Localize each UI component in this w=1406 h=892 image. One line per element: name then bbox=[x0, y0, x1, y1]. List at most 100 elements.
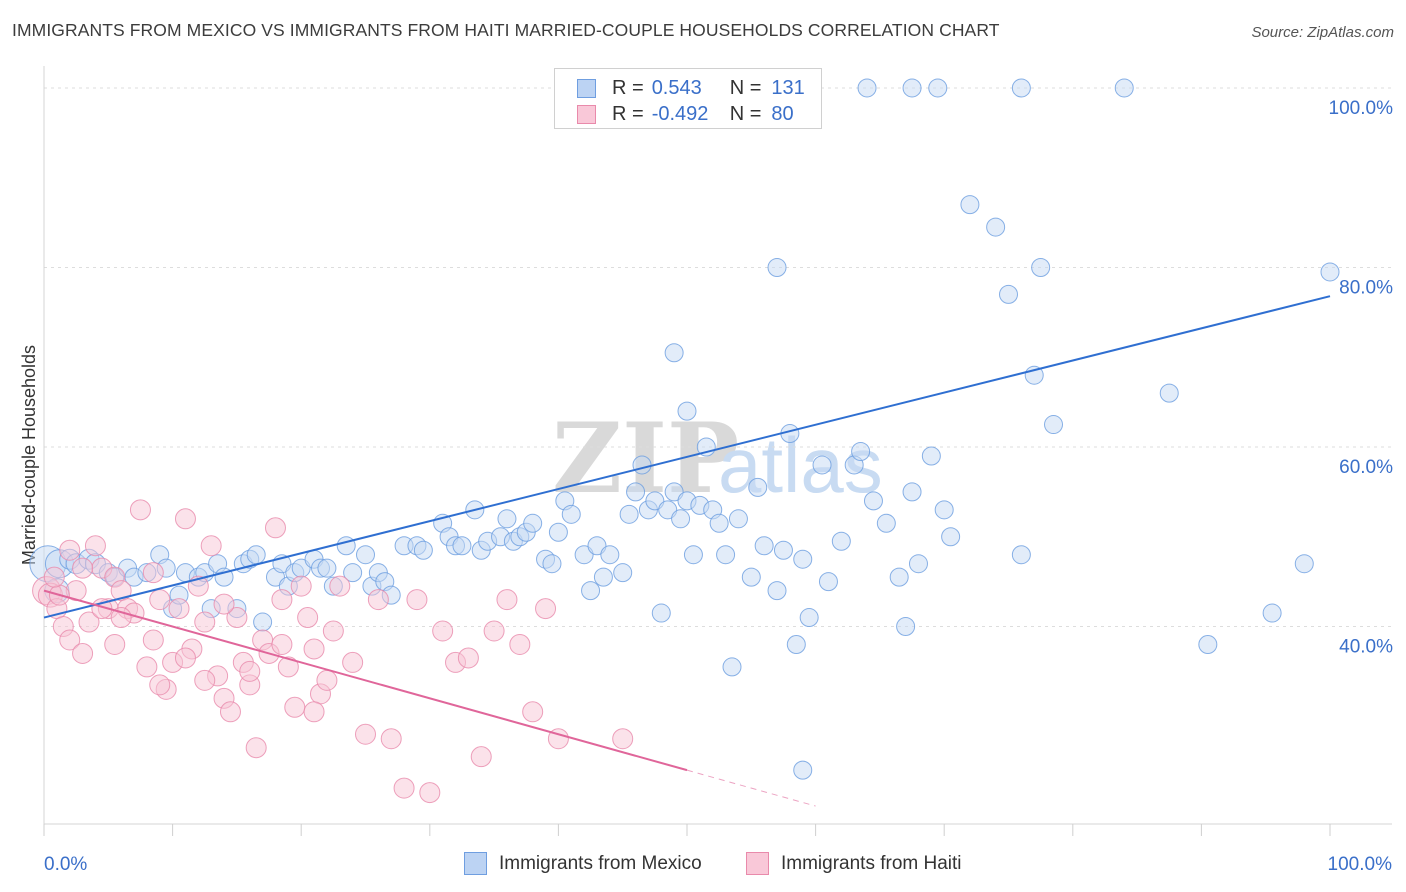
mexico-point bbox=[889, 567, 909, 587]
haiti-legend-label: Immigrants from Haiti bbox=[781, 852, 962, 874]
mexico-point bbox=[818, 572, 838, 592]
haiti-point bbox=[78, 611, 100, 633]
r-value: 0.543 bbox=[651, 76, 702, 99]
mexico-point bbox=[999, 284, 1018, 304]
haiti-point bbox=[129, 499, 151, 521]
haiti-point bbox=[522, 701, 544, 723]
haiti-point bbox=[612, 728, 634, 750]
mexico-point bbox=[896, 617, 916, 637]
mexico-point bbox=[1320, 262, 1340, 282]
haiti-point bbox=[483, 620, 505, 642]
mexico-point bbox=[934, 500, 954, 520]
x-tick-label: 100.0% bbox=[1328, 854, 1393, 875]
mexico-point bbox=[683, 545, 703, 565]
mexico-point bbox=[613, 563, 633, 583]
r-value: -0.492 bbox=[651, 102, 709, 125]
haiti-point bbox=[271, 589, 293, 611]
haiti-point bbox=[419, 782, 441, 804]
mexico-point bbox=[793, 549, 813, 569]
haiti-point bbox=[213, 593, 235, 615]
y-axis-title: Married-couple Households bbox=[19, 345, 39, 565]
haiti-point bbox=[303, 638, 325, 660]
haiti-point bbox=[149, 674, 171, 696]
haiti-point bbox=[432, 620, 454, 642]
mexico-point bbox=[1294, 554, 1314, 574]
haiti-point bbox=[509, 633, 531, 655]
haiti-point bbox=[329, 575, 351, 597]
haiti-point bbox=[219, 701, 241, 723]
mexico-point bbox=[793, 760, 813, 780]
y-tick-label: 100.0% bbox=[1329, 98, 1394, 119]
mexico-point bbox=[722, 657, 742, 677]
y-tick-label: 60.0% bbox=[1339, 457, 1393, 478]
legend-row-mexico: R = 0.543 N = 131 bbox=[577, 76, 805, 100]
mexico-point bbox=[921, 446, 941, 466]
haiti-point bbox=[174, 508, 196, 530]
mexico-point bbox=[632, 455, 652, 475]
haiti-point bbox=[470, 746, 492, 768]
haiti-point bbox=[149, 589, 171, 611]
haiti-point bbox=[297, 607, 319, 629]
mexico-point bbox=[253, 612, 273, 632]
legend-row-haiti: R = -0.492 N = 80 bbox=[577, 102, 794, 126]
haiti-point bbox=[367, 589, 389, 611]
mexico-point bbox=[928, 78, 948, 98]
mexico-point bbox=[581, 581, 601, 601]
haiti-point bbox=[277, 656, 299, 678]
haiti-point bbox=[43, 566, 65, 588]
haiti-point bbox=[168, 598, 190, 620]
haiti-point bbox=[303, 701, 325, 723]
x-tick-label: 0.0% bbox=[44, 854, 87, 875]
haiti-point bbox=[194, 669, 216, 691]
mexico-point bbox=[677, 401, 697, 421]
n-value: 131 bbox=[771, 76, 805, 99]
mexico-point bbox=[773, 540, 793, 560]
haiti-point bbox=[316, 669, 338, 691]
mexico-point bbox=[1011, 78, 1031, 98]
mexico-legend-swatch bbox=[464, 852, 487, 875]
haiti-point bbox=[406, 589, 428, 611]
haiti-point bbox=[535, 598, 557, 620]
haiti-trend-line bbox=[43, 589, 688, 772]
mexico-point bbox=[941, 527, 961, 547]
mexico-point bbox=[876, 513, 896, 533]
n-label: N = bbox=[729, 76, 762, 99]
bottom-legend-mexico: Immigrants from Mexico bbox=[464, 852, 702, 875]
haiti-point bbox=[72, 557, 94, 579]
mexico-point bbox=[593, 567, 613, 587]
mexico-point bbox=[452, 536, 472, 556]
haiti-point bbox=[200, 535, 222, 557]
mexico-point bbox=[741, 567, 761, 587]
haiti-point bbox=[194, 611, 216, 633]
haiti-point bbox=[104, 633, 126, 655]
mexico-point bbox=[651, 603, 671, 623]
mexico-point bbox=[619, 504, 639, 524]
mexico-point bbox=[960, 195, 980, 215]
haiti-point bbox=[393, 777, 415, 799]
haiti-swatch bbox=[577, 104, 596, 124]
mexico-point bbox=[716, 545, 736, 565]
r-label: R = bbox=[612, 76, 644, 99]
y-tick-label: 80.0% bbox=[1339, 277, 1393, 298]
bottom-legend-haiti: Immigrants from Haiti bbox=[746, 852, 962, 875]
haiti-point bbox=[245, 737, 267, 759]
haiti-point bbox=[226, 607, 248, 629]
mexico-point bbox=[1198, 634, 1218, 654]
mexico-point bbox=[1114, 78, 1134, 98]
haiti-point bbox=[271, 633, 293, 655]
correlation-legend: R = 0.543 N = 131 R = -0.492 N = 80 bbox=[554, 68, 822, 129]
mexico-point bbox=[786, 634, 806, 654]
mexico-point bbox=[1031, 257, 1051, 277]
haiti-point bbox=[284, 696, 306, 718]
mexico-point bbox=[902, 78, 922, 98]
haiti-point bbox=[457, 647, 479, 669]
haiti-point bbox=[496, 589, 518, 611]
haiti-point bbox=[239, 660, 261, 682]
haiti-point bbox=[290, 575, 312, 597]
haiti-point bbox=[59, 539, 81, 561]
haiti-point bbox=[380, 728, 402, 750]
mexico-point bbox=[343, 563, 363, 583]
y-tick-label: 40.0% bbox=[1339, 637, 1393, 658]
mexico-point bbox=[1159, 383, 1179, 403]
mexico-point bbox=[863, 491, 883, 511]
